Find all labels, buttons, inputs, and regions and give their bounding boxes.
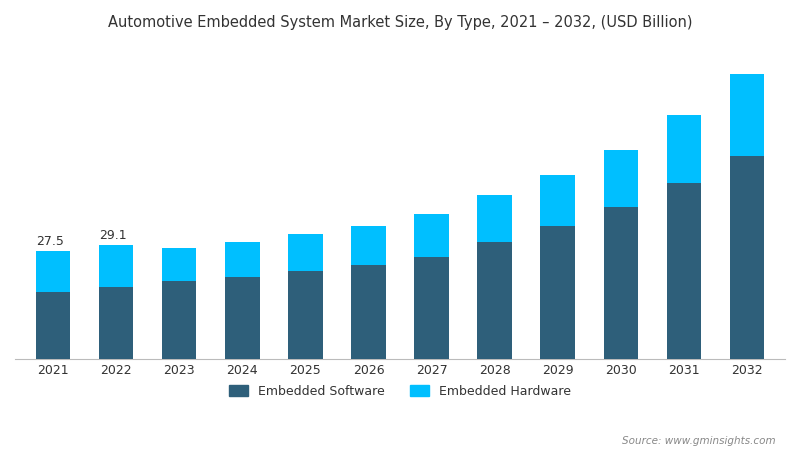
Legend: Embedded Software, Embedded Hardware: Embedded Software, Embedded Hardware bbox=[224, 379, 576, 403]
Text: 29.1: 29.1 bbox=[99, 229, 126, 242]
Bar bbox=[288, 271, 322, 359]
Bar bbox=[162, 281, 197, 359]
Bar bbox=[603, 207, 638, 359]
Bar bbox=[351, 265, 386, 359]
Bar bbox=[541, 176, 575, 226]
Text: 27.5: 27.5 bbox=[36, 235, 64, 248]
Bar bbox=[666, 115, 702, 183]
Bar bbox=[351, 226, 386, 265]
Bar bbox=[35, 252, 70, 292]
Bar bbox=[225, 242, 259, 277]
Bar bbox=[666, 183, 702, 359]
Bar bbox=[478, 242, 512, 359]
Bar bbox=[730, 74, 765, 156]
Bar bbox=[541, 226, 575, 359]
Bar bbox=[35, 292, 70, 359]
Bar bbox=[478, 195, 512, 242]
Bar bbox=[414, 214, 449, 257]
Bar bbox=[98, 287, 134, 359]
Bar bbox=[98, 245, 134, 287]
Bar bbox=[162, 248, 197, 281]
Title: Automotive Embedded System Market Size, By Type, 2021 – 2032, (USD Billion): Automotive Embedded System Market Size, … bbox=[108, 15, 692, 30]
Bar bbox=[225, 277, 259, 359]
Bar bbox=[730, 156, 765, 359]
Text: Source: www.gminsights.com: Source: www.gminsights.com bbox=[622, 436, 776, 446]
Bar bbox=[603, 150, 638, 207]
Bar bbox=[414, 257, 449, 359]
Bar bbox=[288, 234, 322, 271]
